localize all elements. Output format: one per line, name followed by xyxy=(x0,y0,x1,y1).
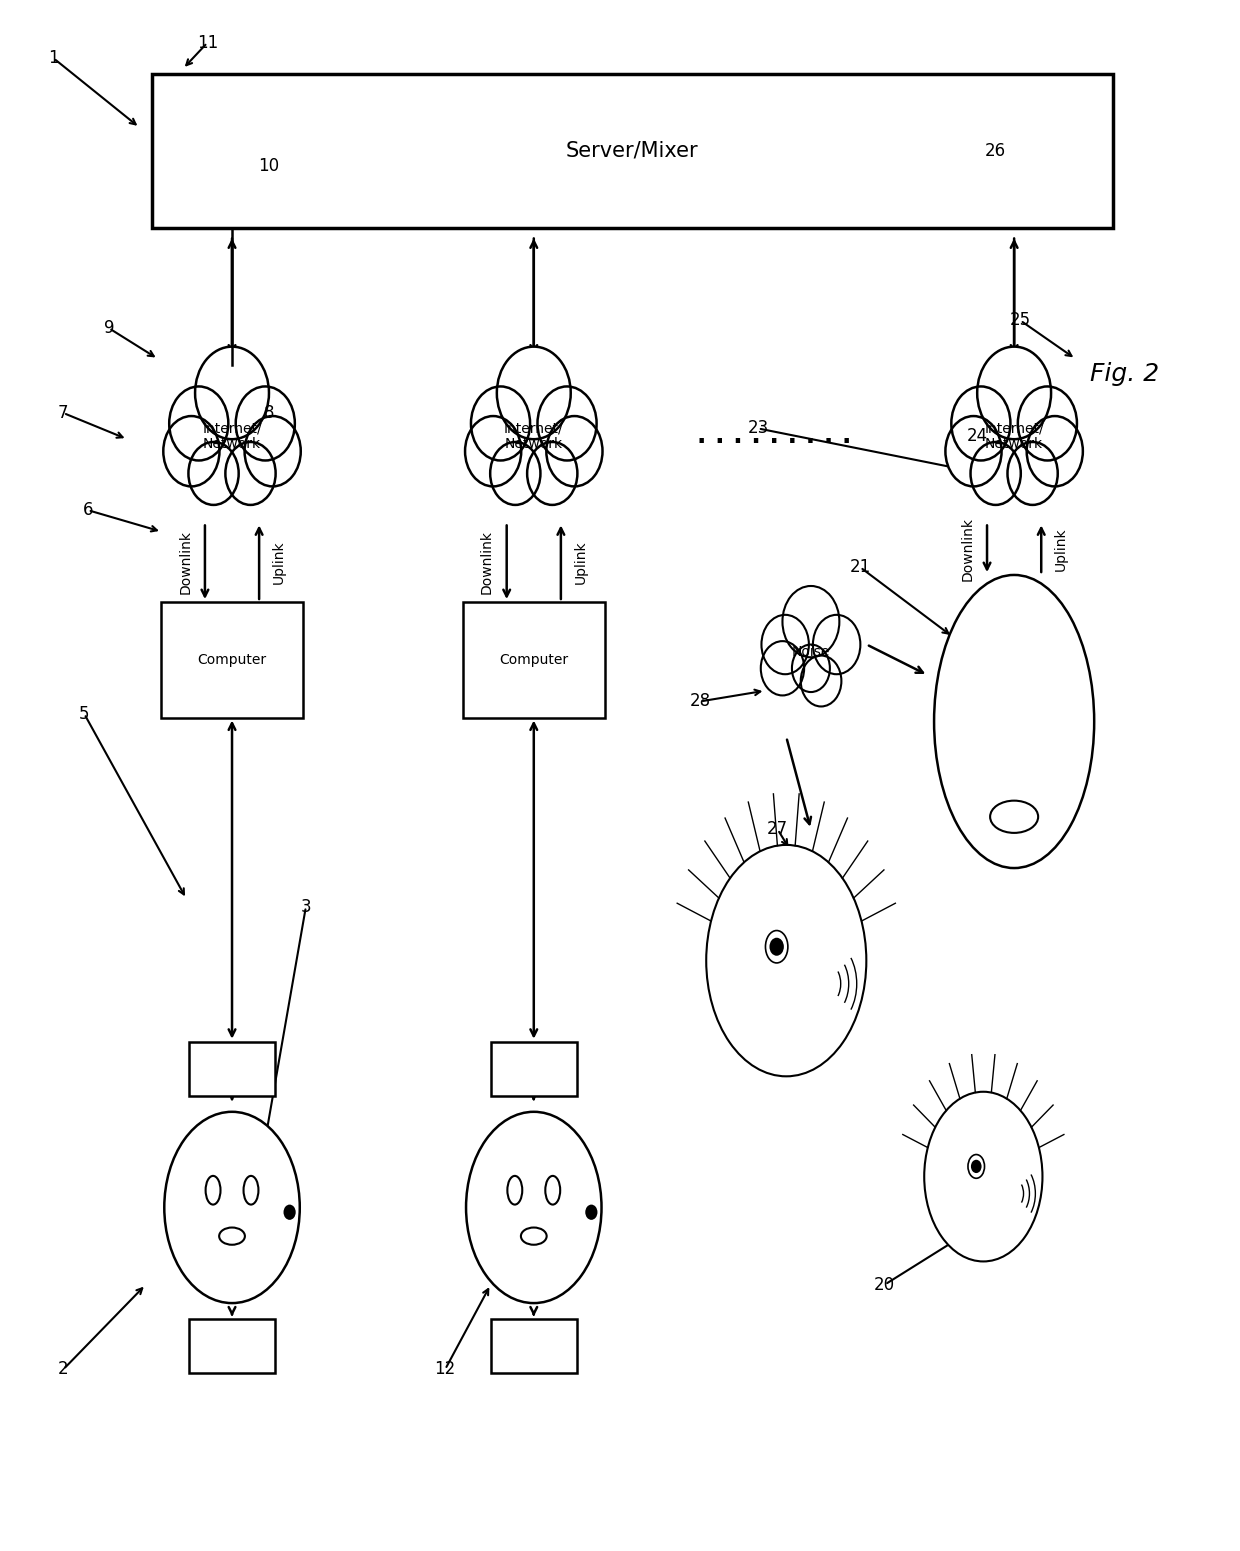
Text: 21: 21 xyxy=(849,558,870,577)
Ellipse shape xyxy=(547,416,603,487)
Text: Downlink: Downlink xyxy=(480,530,494,594)
Text: 12: 12 xyxy=(434,1360,456,1379)
Text: Internet/
Network: Internet/ Network xyxy=(985,420,1044,451)
Text: 25: 25 xyxy=(1009,312,1030,329)
Bar xyxy=(463,602,605,718)
Ellipse shape xyxy=(1007,442,1058,506)
Text: 26: 26 xyxy=(985,141,1006,160)
Ellipse shape xyxy=(951,386,1011,461)
Ellipse shape xyxy=(537,386,596,461)
Ellipse shape xyxy=(801,656,842,706)
Ellipse shape xyxy=(765,931,787,963)
Text: 27: 27 xyxy=(768,820,789,839)
Ellipse shape xyxy=(1027,416,1083,487)
Ellipse shape xyxy=(527,442,578,506)
Text: Fig. 2: Fig. 2 xyxy=(1090,363,1159,386)
Text: Internet/
Network: Internet/ Network xyxy=(202,420,262,451)
Bar xyxy=(491,1320,577,1373)
Ellipse shape xyxy=(236,386,295,461)
Circle shape xyxy=(585,1205,598,1221)
Ellipse shape xyxy=(521,1227,547,1245)
Bar xyxy=(153,73,1112,228)
Text: 9: 9 xyxy=(104,320,114,337)
Ellipse shape xyxy=(968,1154,985,1179)
Text: 7: 7 xyxy=(58,403,68,422)
Ellipse shape xyxy=(924,1092,1043,1261)
Ellipse shape xyxy=(471,386,529,461)
Ellipse shape xyxy=(1018,386,1078,461)
Bar xyxy=(161,602,303,718)
Ellipse shape xyxy=(945,416,1002,487)
Text: 5: 5 xyxy=(79,704,89,723)
Text: 8: 8 xyxy=(264,403,274,422)
Text: Server/Mixer: Server/Mixer xyxy=(565,141,698,161)
Circle shape xyxy=(284,1205,295,1221)
Text: Uplink: Uplink xyxy=(574,540,588,585)
Text: 20: 20 xyxy=(874,1275,895,1294)
Text: Downlink: Downlink xyxy=(179,530,192,594)
Text: Internet/
Network: Internet/ Network xyxy=(503,420,564,451)
Text: Uplink: Uplink xyxy=(272,540,286,585)
Ellipse shape xyxy=(169,386,228,461)
Ellipse shape xyxy=(707,845,867,1076)
Ellipse shape xyxy=(990,800,1038,833)
Ellipse shape xyxy=(792,645,830,692)
Bar xyxy=(491,1042,577,1095)
Bar xyxy=(188,1320,275,1373)
Ellipse shape xyxy=(465,416,521,487)
Text: 1: 1 xyxy=(48,50,58,67)
Text: Computer: Computer xyxy=(197,653,267,667)
Ellipse shape xyxy=(813,614,861,675)
Text: 11: 11 xyxy=(197,34,218,51)
Text: 24: 24 xyxy=(967,427,988,445)
Ellipse shape xyxy=(497,346,570,439)
Ellipse shape xyxy=(219,1227,244,1245)
Text: Uplink: Uplink xyxy=(1054,527,1068,571)
Text: 6: 6 xyxy=(83,501,93,520)
Ellipse shape xyxy=(244,416,301,487)
Ellipse shape xyxy=(934,575,1094,869)
Ellipse shape xyxy=(971,442,1021,506)
Text: 23: 23 xyxy=(748,419,769,437)
Ellipse shape xyxy=(782,586,839,658)
Ellipse shape xyxy=(761,614,808,675)
Bar xyxy=(188,1042,275,1095)
Ellipse shape xyxy=(243,1176,258,1205)
Ellipse shape xyxy=(164,1112,300,1303)
Text: Noise: Noise xyxy=(791,645,830,659)
Ellipse shape xyxy=(466,1112,601,1303)
Ellipse shape xyxy=(226,442,275,506)
Text: 3: 3 xyxy=(300,898,311,915)
Text: Computer: Computer xyxy=(500,653,568,667)
Ellipse shape xyxy=(977,346,1052,439)
Text: 28: 28 xyxy=(689,692,711,710)
Ellipse shape xyxy=(490,442,541,506)
Text: 2: 2 xyxy=(58,1360,68,1379)
Text: Downlink: Downlink xyxy=(960,516,975,580)
Text: . . . . . . . . .: . . . . . . . . . xyxy=(697,423,851,448)
Ellipse shape xyxy=(206,1176,221,1205)
Circle shape xyxy=(770,938,784,955)
Ellipse shape xyxy=(188,442,238,506)
Ellipse shape xyxy=(195,346,269,439)
Ellipse shape xyxy=(761,641,804,695)
Text: 10: 10 xyxy=(258,157,279,175)
Ellipse shape xyxy=(164,416,219,487)
Ellipse shape xyxy=(546,1176,560,1205)
Circle shape xyxy=(971,1160,982,1173)
Ellipse shape xyxy=(507,1176,522,1205)
